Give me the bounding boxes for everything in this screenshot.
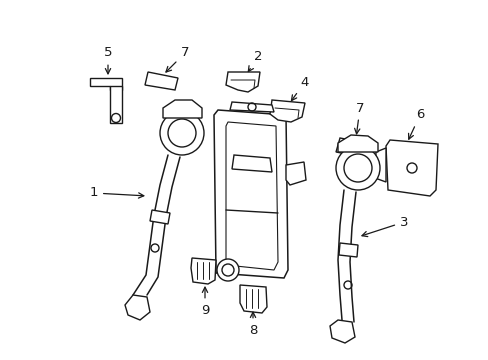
- Circle shape: [217, 259, 239, 281]
- Text: 2: 2: [248, 50, 262, 72]
- Text: 1: 1: [89, 186, 143, 199]
- Polygon shape: [231, 155, 271, 172]
- Text: 9: 9: [201, 287, 209, 316]
- Text: 7: 7: [354, 102, 364, 134]
- Text: 6: 6: [408, 108, 423, 139]
- Polygon shape: [335, 138, 371, 158]
- Polygon shape: [329, 320, 354, 343]
- Polygon shape: [229, 102, 273, 112]
- Polygon shape: [337, 135, 377, 152]
- Circle shape: [335, 146, 379, 190]
- Circle shape: [160, 111, 203, 155]
- Polygon shape: [385, 140, 437, 196]
- Polygon shape: [214, 110, 287, 278]
- Polygon shape: [269, 100, 305, 122]
- Text: 3: 3: [361, 216, 407, 237]
- Polygon shape: [145, 72, 178, 90]
- Text: 5: 5: [103, 46, 112, 74]
- Polygon shape: [225, 122, 278, 270]
- Polygon shape: [191, 258, 216, 284]
- Polygon shape: [90, 78, 122, 90]
- Polygon shape: [240, 285, 266, 313]
- Polygon shape: [374, 148, 385, 182]
- Polygon shape: [163, 100, 202, 118]
- Polygon shape: [225, 72, 260, 92]
- Polygon shape: [150, 210, 170, 224]
- Polygon shape: [338, 243, 357, 257]
- Polygon shape: [285, 162, 305, 185]
- Polygon shape: [125, 295, 150, 320]
- Polygon shape: [110, 86, 122, 123]
- Text: 7: 7: [165, 46, 189, 72]
- Text: 8: 8: [248, 312, 257, 337]
- Text: 4: 4: [291, 76, 308, 101]
